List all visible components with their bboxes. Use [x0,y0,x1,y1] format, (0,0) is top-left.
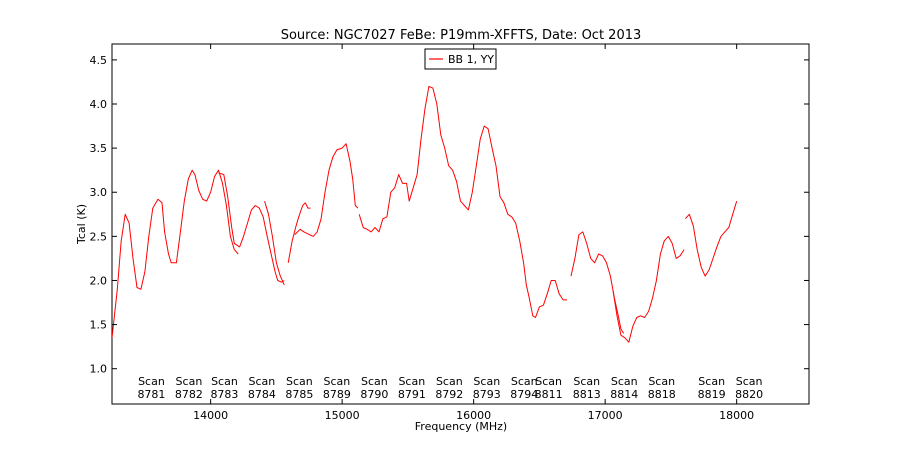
series-line-segment [358,85,567,318]
scan-annotation-line1: Scan [573,375,600,388]
scan-annotation: Scan 8785 [285,375,313,401]
y-axis-label: Tcal (K) [75,204,88,245]
scan-annotation-line2: 8783 [210,388,238,401]
x-tick-label: 18000 [719,409,754,422]
scan-annotation-line2: 8814 [610,388,638,401]
y-tick-label: 1.5 [90,319,108,332]
x-tick-label: 15000 [325,409,360,422]
y-tick-label: 4.0 [90,98,108,111]
scan-annotation: Scan 8791 [398,375,426,401]
legend-label: BB 1, YY [448,53,494,66]
scan-annotation-line1: Scan [249,375,276,388]
scan-annotation-line1: Scan [473,375,500,388]
series-line-segment [264,200,285,286]
series-line-segment [294,143,359,237]
y-tick-label: 4.5 [90,54,108,67]
scan-annotation: Scan 8789 [323,375,351,401]
scan-annotation-line2: 8785 [285,388,313,401]
scan-annotation-line2: 8820 [735,388,763,401]
y-tick-label: 3.0 [90,186,108,199]
scan-annotation-line2: 8789 [323,388,351,401]
scan-annotation-line2: 8792 [435,388,463,401]
scan-annotation-line2: 8791 [398,388,426,401]
scan-annotation: Scan 8792 [435,375,463,401]
x-tick-label: 14000 [193,409,228,422]
series-line-segment [112,169,239,338]
plot-layer [112,85,738,343]
series-line-segment [287,202,311,263]
scan-annotation-line2: 8781 [137,388,165,401]
scan-annotation: Scan 8782 [175,375,203,401]
scan-annotation-line1: Scan [361,375,388,388]
scan-annotation-line2: 8784 [248,388,276,401]
x-tick-label: 17000 [588,409,623,422]
y-tick-label: 2.0 [90,274,108,287]
series-line-segment [218,172,285,283]
legend-box [424,48,497,70]
scan-annotation-line1: Scan [211,375,238,388]
scan-annotation: Scan 8813 [573,375,601,401]
x-axis-ticks: 14000 15000 16000 17000 18000 [193,44,754,422]
scan-annotation: Scan 8781 [137,375,165,401]
scan-annotation-line1: Scan [138,375,165,388]
plot-area [111,43,810,405]
scan-annotation: Scan 8820 [735,375,763,401]
scan-annotation-line2: 8782 [175,388,203,401]
legend: BB 1, YY [424,48,497,70]
scan-annotation-line2: 8819 [698,388,726,401]
scan-annotation-line1: Scan [535,375,562,388]
scan-annotation-line2: 8818 [648,388,676,401]
y-tick-label: 3.5 [90,142,108,155]
scan-annotation-line1: Scan [176,375,203,388]
scan-annotation-line1: Scan [736,375,763,388]
y-axis-ticks: 1.0 1.5 2.0 2.5 3.0 3.5 4.0 4.5 [90,54,809,376]
y-tick-label: 1.0 [90,363,108,376]
scan-annotation-line2: 8813 [573,388,601,401]
scan-annotation: Scan 8784 [248,375,276,401]
scan-annotation-line1: Scan [648,375,675,388]
scan-annotation-line1: Scan [286,375,313,388]
scan-annotation-line2: 8794 [510,388,538,401]
scan-annotation: Scan 8811 [535,375,563,401]
scan-annotation: Scan 8794 [510,375,538,401]
scan-annotation-line1: Scan [698,375,725,388]
scan-annotation-line1: Scan [324,375,351,388]
series-line-segment [685,200,738,277]
chart-title: Source: NGC7027 FeBe: P19mm-XFFTS, Date:… [281,28,642,43]
scan-annotation-line2: 8811 [535,388,563,401]
scan-annotation: Scan 8814 [610,375,638,401]
scan-annotation: Scan 8793 [473,375,501,401]
y-tick-label: 2.5 [90,230,108,243]
scan-annotation-line1: Scan [398,375,425,388]
scan-annotation: Scan 8819 [698,375,726,401]
scan-annotation-line1: Scan [436,375,463,388]
x-axis-label: Frequency (MHz) [415,420,507,433]
series-line-segment [570,231,625,334]
scan-annotation-line1: Scan [511,375,538,388]
scan-annotation-line2: 8793 [473,388,501,401]
scan-annotation-line2: 8790 [360,388,388,401]
scan-annotation: Scan 8818 [648,375,676,401]
x-tick-label: 16000 [456,409,491,422]
series-line-segment [612,235,685,343]
scan-annotation: Scan 8790 [360,375,388,401]
scan-annotation: Scan 8783 [210,375,238,401]
scan-annotation-line1: Scan [611,375,638,388]
